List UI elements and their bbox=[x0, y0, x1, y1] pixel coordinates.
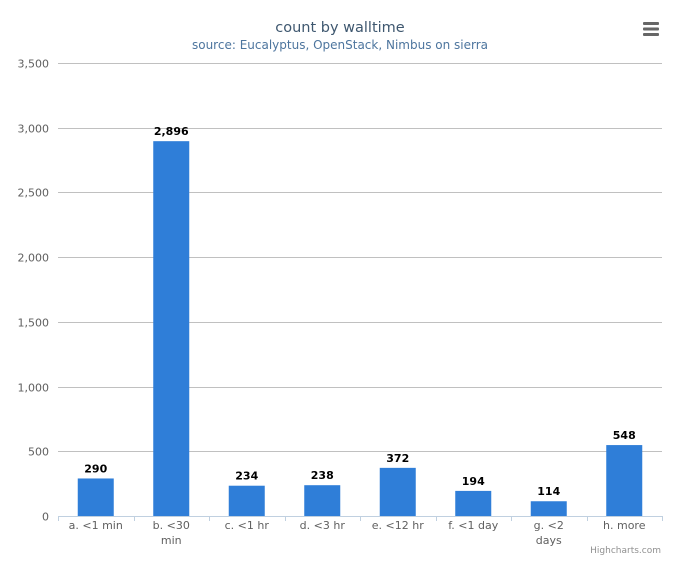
y-tick-label: 2,000 bbox=[18, 252, 50, 265]
y-tick-label: 3,500 bbox=[18, 58, 50, 71]
y-axis-labels: 0 500 1,000 1,500 2,000 2,500 3,000 3,500 bbox=[18, 58, 50, 524]
bar[interactable] bbox=[304, 485, 341, 516]
gridlines bbox=[58, 63, 662, 452]
x-tick-label: f. <1 day bbox=[448, 519, 499, 532]
data-label: 548 bbox=[613, 429, 636, 442]
y-tick-label: 3,000 bbox=[18, 123, 50, 136]
bar[interactable] bbox=[455, 490, 492, 516]
data-label: 238 bbox=[311, 469, 334, 482]
y-tick-label: 1,500 bbox=[18, 317, 50, 330]
bar[interactable] bbox=[153, 141, 190, 516]
data-label: 290 bbox=[84, 462, 107, 475]
data-labels: 290 2,896 234 238 372 194 114 548 bbox=[84, 125, 635, 498]
x-tick-label: a. <1 min bbox=[69, 519, 123, 532]
x-tick-label: g. <2 days bbox=[534, 519, 564, 547]
chart-title: count by walltime bbox=[275, 20, 405, 36]
data-label: 194 bbox=[462, 475, 485, 488]
chart-subtitle: source: Eucalyptus, OpenStack, Nimbus on… bbox=[192, 38, 488, 52]
x-tick-label: e. <12 hr bbox=[372, 519, 424, 532]
bar[interactable] bbox=[228, 485, 265, 516]
bar[interactable] bbox=[77, 478, 114, 516]
y-tick-label: 2,500 bbox=[18, 187, 50, 200]
data-label: 372 bbox=[386, 452, 409, 465]
bar[interactable] bbox=[606, 445, 643, 516]
x-tick-label: b. <30 min bbox=[153, 519, 190, 547]
bar[interactable] bbox=[530, 501, 567, 516]
data-label: 234 bbox=[235, 470, 258, 483]
data-label: 2,896 bbox=[154, 125, 189, 138]
bar[interactable] bbox=[379, 467, 416, 516]
x-tick-label: h. more bbox=[603, 519, 646, 532]
credits-link[interactable]: Highcharts.com bbox=[590, 546, 661, 556]
y-tick-label: 0 bbox=[42, 511, 49, 524]
y-tick-label: 1,000 bbox=[18, 382, 50, 395]
hamburger-menu-icon[interactable] bbox=[638, 16, 664, 42]
bars bbox=[77, 141, 643, 516]
data-label: 114 bbox=[537, 485, 560, 498]
x-axis: a. <1 min b. <30 min c. <1 hr d. <3 hr e. <12… bbox=[58, 516, 663, 547]
x-tick-label: d. <3 hr bbox=[300, 519, 346, 532]
x-tick-label: c. <1 hr bbox=[225, 519, 270, 532]
y-tick-label: 500 bbox=[28, 446, 49, 459]
